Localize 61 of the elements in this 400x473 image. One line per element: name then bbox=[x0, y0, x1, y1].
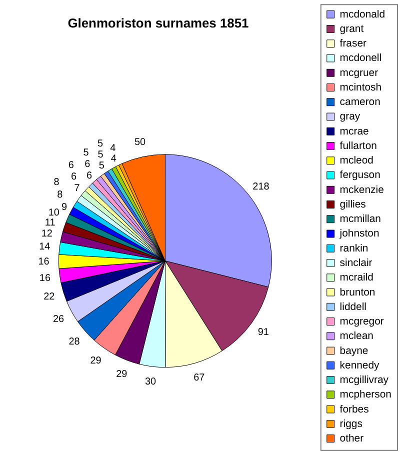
legend-label: mcgregor bbox=[340, 316, 384, 328]
data-label: 26 bbox=[53, 314, 65, 325]
legend-label: cameron bbox=[340, 97, 381, 108]
legend-label: ferguson bbox=[340, 170, 381, 182]
data-label: 8 bbox=[57, 190, 64, 201]
legend-label: mcgruer bbox=[340, 68, 379, 79]
data-label: 50 bbox=[134, 137, 146, 148]
data-label: 16 bbox=[38, 256, 50, 268]
legend-label: mcleod bbox=[340, 156, 374, 167]
legend-label: mclean bbox=[340, 331, 374, 342]
legend-label: mcraild bbox=[340, 272, 374, 284]
legend-label: mcpherson bbox=[340, 390, 392, 401]
legend-label: rankin bbox=[340, 243, 368, 254]
legend-label: gray bbox=[340, 112, 361, 123]
legend-label: johnston bbox=[338, 228, 380, 240]
data-label: 8 bbox=[54, 176, 60, 188]
legend-label: riggs bbox=[340, 418, 362, 430]
data-label: 6 bbox=[86, 170, 92, 182]
legend-label: mcrae bbox=[340, 126, 369, 138]
legend-label: brunton bbox=[340, 287, 376, 298]
data-label: 6 bbox=[84, 158, 91, 170]
data-label: 6 bbox=[68, 160, 74, 171]
legend-label: liddell bbox=[340, 302, 367, 313]
data-label: 12 bbox=[41, 228, 53, 240]
legend-label: mckenzie bbox=[340, 184, 384, 196]
legend-label: other bbox=[340, 434, 364, 445]
legend-label: grant bbox=[340, 24, 364, 35]
legend-label: mcmillan bbox=[340, 214, 382, 226]
data-label: 29 bbox=[90, 355, 102, 366]
legend-label: mcdonald bbox=[340, 9, 386, 20]
legend-label: mcintosh bbox=[340, 82, 382, 94]
data-label: 9 bbox=[61, 202, 68, 213]
text: Glenmoriston surnames 1851 bbox=[68, 16, 249, 31]
data-label: 22 bbox=[44, 292, 56, 303]
data-label: 7 bbox=[74, 182, 80, 194]
data-label: 30 bbox=[144, 376, 157, 388]
legend-label: mcdonell bbox=[340, 53, 382, 64]
data-label: 29 bbox=[116, 369, 128, 380]
data-label: 4 bbox=[110, 154, 117, 165]
data-label: 218 bbox=[252, 181, 270, 192]
data-label: 5 bbox=[98, 160, 105, 172]
data-label: 5 bbox=[97, 138, 104, 150]
data-label: 10 bbox=[48, 207, 60, 218]
legend-label: fraser bbox=[340, 38, 368, 50]
data-label: 67 bbox=[194, 372, 206, 384]
legend-label: sinclair bbox=[340, 258, 373, 270]
legend-label: gillies bbox=[340, 199, 366, 210]
data-label: 91 bbox=[258, 327, 270, 338]
data-label: 16 bbox=[39, 272, 51, 284]
legend-label: kennedy bbox=[340, 360, 380, 372]
data-label: 5 bbox=[83, 147, 90, 158]
legend-label: fullarton bbox=[340, 140, 378, 152]
legend-label: mcgillivray bbox=[340, 375, 390, 386]
legend-label: bayne bbox=[340, 346, 368, 357]
data-label: 5 bbox=[98, 150, 104, 161]
data-label: 11 bbox=[44, 217, 56, 228]
data-label: 28 bbox=[68, 336, 80, 348]
data-label: 14 bbox=[39, 241, 51, 252]
legend-label: forbes bbox=[340, 404, 369, 416]
data-label: 4 bbox=[110, 143, 116, 154]
data-label: 6 bbox=[70, 172, 77, 183]
